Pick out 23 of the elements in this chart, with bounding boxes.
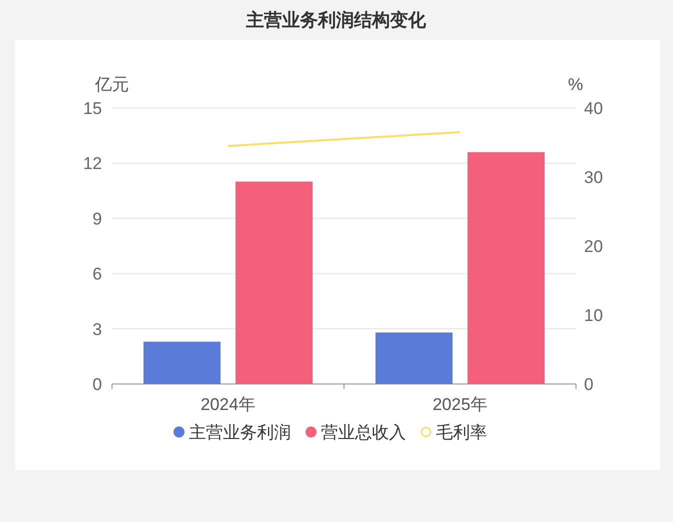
y-tick-label: 9 <box>92 209 102 228</box>
legend-label: 营业总收入 <box>321 423 406 442</box>
y-tick-label: 6 <box>92 264 102 284</box>
y-tick-label: 15 <box>83 99 102 118</box>
y-tick-label: 0 <box>92 375 102 394</box>
y2-tick-label: 40 <box>584 99 603 118</box>
x-tick-label: 2024年 <box>200 395 256 414</box>
bar <box>236 182 312 384</box>
x-tick-label: 2025年 <box>432 395 488 414</box>
y2-axis-title: % <box>568 75 584 94</box>
y2-tick-label: 0 <box>584 375 594 394</box>
legend-label: 毛利率 <box>436 423 487 442</box>
chart-title: 主营业务利润结构变化 <box>245 10 427 30</box>
bar <box>468 152 544 384</box>
y-tick-label: 12 <box>83 154 102 174</box>
y2-tick-label: 10 <box>584 306 603 325</box>
y2-tick-label: 30 <box>584 168 603 187</box>
y-tick-label: 3 <box>92 320 102 339</box>
legend-label: 主营业务利润 <box>189 423 291 442</box>
y2-tick-label: 20 <box>584 237 603 256</box>
bar <box>144 342 220 384</box>
y-axis-title: 亿元 <box>94 75 129 94</box>
bar <box>376 332 452 384</box>
